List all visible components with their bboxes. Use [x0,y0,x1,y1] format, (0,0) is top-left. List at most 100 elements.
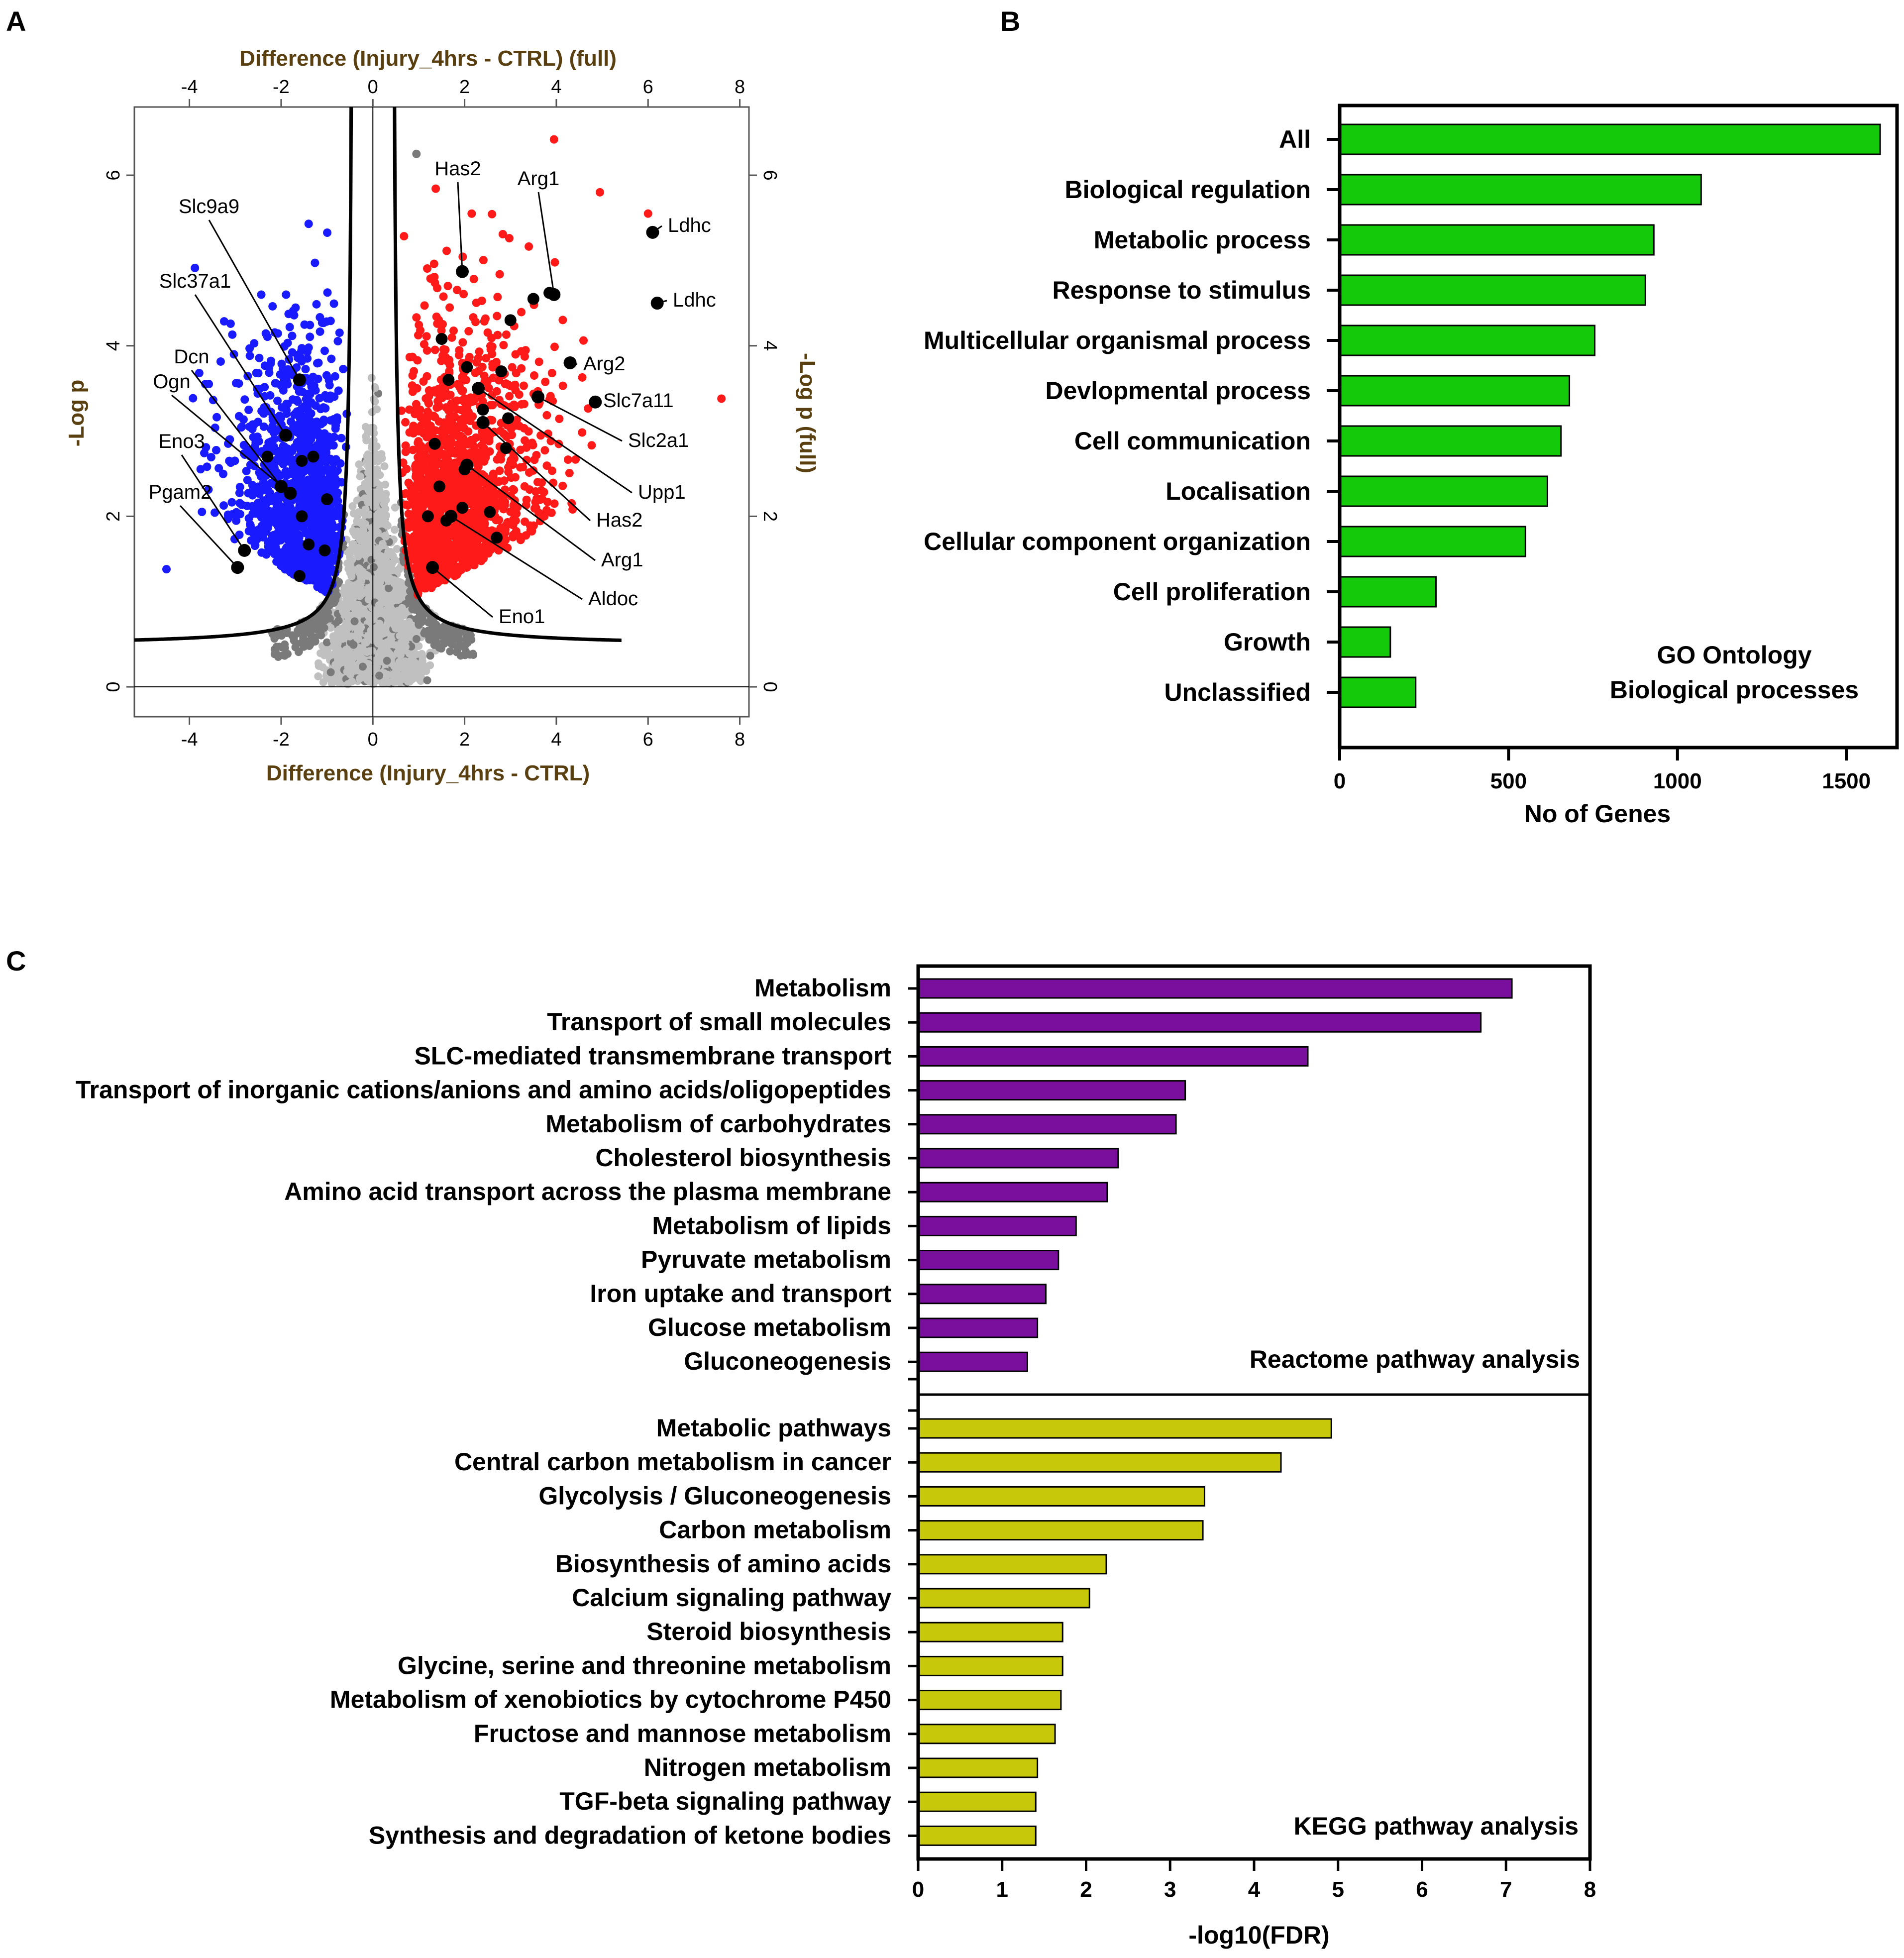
upregulated-point [415,321,423,329]
upregulated-point [409,429,418,438]
nonsignificant-point [392,677,400,686]
upregulated-point [431,426,440,435]
upregulated-point [558,381,567,390]
downregulated-point [288,331,297,340]
volcano-plot-frame [133,106,750,718]
nonsignificant-point [335,578,343,586]
nonsignificant-point [374,510,383,519]
nonsignificant-point [405,618,414,626]
upregulated-point [453,286,462,295]
upregulated-point [536,431,545,440]
upregulated-point [506,507,515,516]
upregulated-point [547,369,556,378]
upregulated-point [512,369,521,378]
nonsignificant-point [367,633,376,641]
downregulated-point [311,258,319,267]
downregulated-point [212,413,221,422]
upregulated-point [422,332,431,341]
upregulated-point [429,574,438,583]
downregulated-point [285,323,294,331]
nonsignificant-point [426,652,434,660]
upregulated-point [537,478,546,487]
upregulated-point [543,430,552,438]
upregulated-point [447,487,456,496]
nonsignificant-point [369,527,378,535]
upregulated-point [517,347,526,356]
upregulated-point [447,427,456,435]
downregulated-point [259,422,268,431]
downregulated-point [327,354,336,363]
downregulated-point [261,329,270,338]
upregulated-point [454,351,463,360]
upregulated-point [563,455,572,464]
downregulated-point [245,344,254,353]
nonsignificant-point [367,374,376,382]
downregulated-point [266,356,275,365]
nonsignificant-point [315,661,323,670]
upregulated-point [484,384,493,393]
upregulated-point [464,408,473,417]
upregulated-point [440,386,449,395]
upregulated-point [486,341,495,350]
upregulated-point [477,296,486,305]
upregulated-point [489,373,498,382]
nonsignificant-point [274,653,283,661]
nonsignificant-point [363,610,372,619]
nonsignificant-point [395,657,404,666]
downregulated-point [315,475,324,484]
nonsignificant-point [399,607,408,616]
upregulated-point [555,415,564,424]
upregulated-point [413,384,422,393]
upregulated-point [470,512,479,521]
downregulated-point [335,328,344,337]
nonsignificant-point [373,405,381,414]
nonsignificant-point [352,607,360,616]
upregulated-point [498,230,507,239]
nonsignificant-point [352,545,360,553]
upregulated-point [486,430,495,438]
upregulated-point [442,442,451,451]
nonsignificant-point [359,672,368,681]
downregulated-point [203,462,212,471]
upregulated-point [442,534,451,543]
upregulated-point [413,356,422,365]
nonsignificant-point [377,450,386,458]
upregulated-point [445,461,454,470]
downregulated-point [297,357,306,366]
upregulated-point [466,393,475,402]
upregulated-point [516,536,525,544]
upregulated-point [542,411,551,420]
nonsignificant-point [317,628,325,636]
downregulated-point [329,458,338,467]
downregulated-point [321,404,330,413]
upregulated-point [502,433,511,441]
downregulated-point [244,406,253,415]
upregulated-point [473,455,482,464]
upregulated-point [426,411,435,420]
upregulated-point [493,293,502,302]
upregulated-point [482,526,491,535]
upregulated-point [488,210,497,218]
upregulated-point [584,404,593,413]
upregulated-point [443,282,452,291]
upregulated-point [420,450,429,459]
upregulated-point [402,464,411,473]
nonsignificant-point [417,611,425,619]
nonsignificant-point [423,676,431,684]
nonsignificant-point [325,674,333,683]
panel-b-letter: B [1000,5,1020,37]
upregulated-point [525,468,533,477]
nonsignificant-point [344,646,353,654]
downregulated-point [268,302,277,311]
upregulated-point [505,234,514,243]
downregulated-point [339,364,348,373]
upregulated-point [540,446,549,455]
upregulated-point [477,488,486,497]
nonsignificant-point [359,549,368,558]
upregulated-point [423,264,431,273]
upregulated-point [439,292,448,301]
upregulated-point [528,438,536,447]
upregulated-point [464,427,473,436]
